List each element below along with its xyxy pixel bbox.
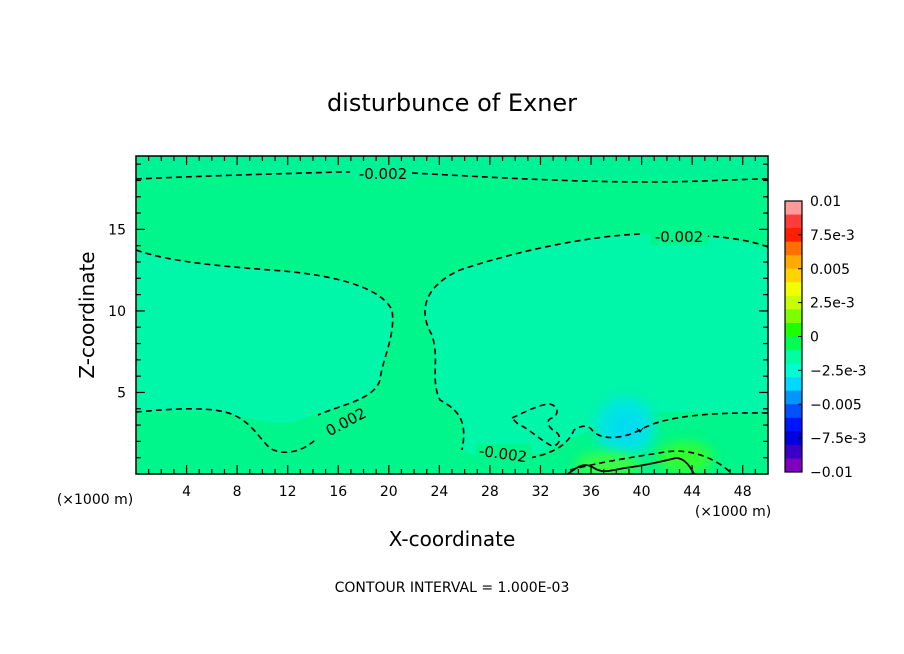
colorbar-swatch bbox=[785, 309, 802, 324]
colorbar-swatch bbox=[785, 350, 802, 365]
contour-label-2: -0.002 bbox=[655, 228, 703, 246]
clabel-bg-1 bbox=[354, 164, 412, 182]
x-tick-label: 24 bbox=[430, 484, 448, 500]
colorbar-swatch bbox=[785, 201, 802, 216]
contour-lower-left bbox=[136, 408, 316, 454]
contour-solid bbox=[567, 457, 695, 474]
field-blob-cyan-core bbox=[611, 412, 643, 444]
x-tick-label: 12 bbox=[279, 484, 297, 500]
x-axis-ticks bbox=[148, 156, 756, 474]
x-tick-label: 20 bbox=[380, 484, 398, 500]
y-tick-label: 5 bbox=[117, 385, 126, 401]
colorbar-swatch bbox=[785, 214, 802, 229]
x-tick-label: 32 bbox=[532, 484, 550, 500]
colorbar-label: −0.01 bbox=[810, 465, 853, 481]
colorbar-label: 0 bbox=[810, 330, 819, 346]
colorbar-label: 2.5e-3 bbox=[810, 296, 855, 312]
contour-upper-left bbox=[136, 249, 394, 416]
colorbar-label: −7.5e-3 bbox=[810, 431, 867, 447]
colorbar-label: −0.005 bbox=[810, 397, 862, 413]
contour-top bbox=[136, 171, 768, 183]
field-top-band bbox=[136, 156, 768, 178]
field-low-region bbox=[136, 250, 393, 423]
x-axis-tick-labels: 4 8 12 16 20 24 28 32 36 40 44 48 bbox=[182, 484, 752, 500]
colorbar-swatch bbox=[785, 295, 802, 310]
x-tick-label: 48 bbox=[734, 484, 752, 500]
colorbar-swatch bbox=[785, 444, 802, 459]
colorbar-swatch bbox=[785, 282, 802, 297]
y-axis-tick-labels: 5 10 15 bbox=[108, 222, 126, 401]
colorbar-swatch bbox=[785, 241, 802, 256]
clabel-bg-4 bbox=[476, 444, 532, 464]
x-tick-label: 4 bbox=[182, 484, 191, 500]
x-unit-left: (×1000 m) bbox=[57, 492, 133, 508]
colorbar-labels: 0.01 7.5e-3 0.005 2.5e-3 0 −2.5e-3 −0.005 −7.5e… bbox=[798, 194, 867, 481]
x-tick-label: 8 bbox=[233, 484, 242, 500]
y-axis-title: Z-coordinate bbox=[75, 251, 99, 378]
colorbar-swatch bbox=[785, 336, 802, 351]
colorbar-swatch bbox=[785, 268, 802, 283]
x-tick-label: 36 bbox=[582, 484, 600, 500]
y-axis-ticks bbox=[136, 163, 768, 459]
contour-lower-right bbox=[529, 412, 768, 459]
colorbar-label: 0.01 bbox=[810, 194, 841, 210]
colorbar-swatch bbox=[785, 417, 802, 432]
x-tick-label: 44 bbox=[683, 484, 701, 500]
colorbar-swatch bbox=[785, 363, 802, 378]
x-tick-label: 16 bbox=[329, 484, 347, 500]
colorbar-swatch bbox=[785, 404, 802, 419]
colorbar-swatch bbox=[785, 390, 802, 405]
x-axis-title: X-coordinate bbox=[389, 527, 516, 551]
field-low-region-right bbox=[425, 233, 768, 460]
contour-interval: CONTOUR INTERVAL = 1.000E-03 bbox=[335, 580, 570, 596]
colorbar-swatch bbox=[785, 228, 802, 243]
field-blob-green bbox=[657, 442, 713, 474]
contour-label-1: -0.002 bbox=[359, 165, 407, 183]
y-tick-label: 10 bbox=[108, 304, 126, 320]
plot-area bbox=[136, 156, 768, 474]
colorbar-swatch bbox=[785, 377, 802, 392]
colorbar-label: 7.5e-3 bbox=[810, 228, 855, 244]
x-tick-label: 28 bbox=[481, 484, 499, 500]
clabel-bg-2 bbox=[650, 227, 708, 245]
y-tick-label: 15 bbox=[108, 222, 126, 238]
colorbar-swatch bbox=[785, 458, 802, 473]
colorbar bbox=[784, 200, 803, 473]
colorbar-label: −2.5e-3 bbox=[810, 363, 867, 379]
x-unit-right: (×1000 m) bbox=[695, 504, 771, 520]
colorbar-label: 0.005 bbox=[810, 262, 850, 278]
contour-small-mark bbox=[636, 427, 644, 433]
chart-title: disturbunce of Exner bbox=[327, 89, 577, 117]
x-tick-label: 40 bbox=[633, 484, 651, 500]
colorbar-swatch bbox=[785, 322, 802, 337]
colorbar-swatch bbox=[785, 431, 802, 446]
colorbar-swatch bbox=[785, 255, 802, 270]
